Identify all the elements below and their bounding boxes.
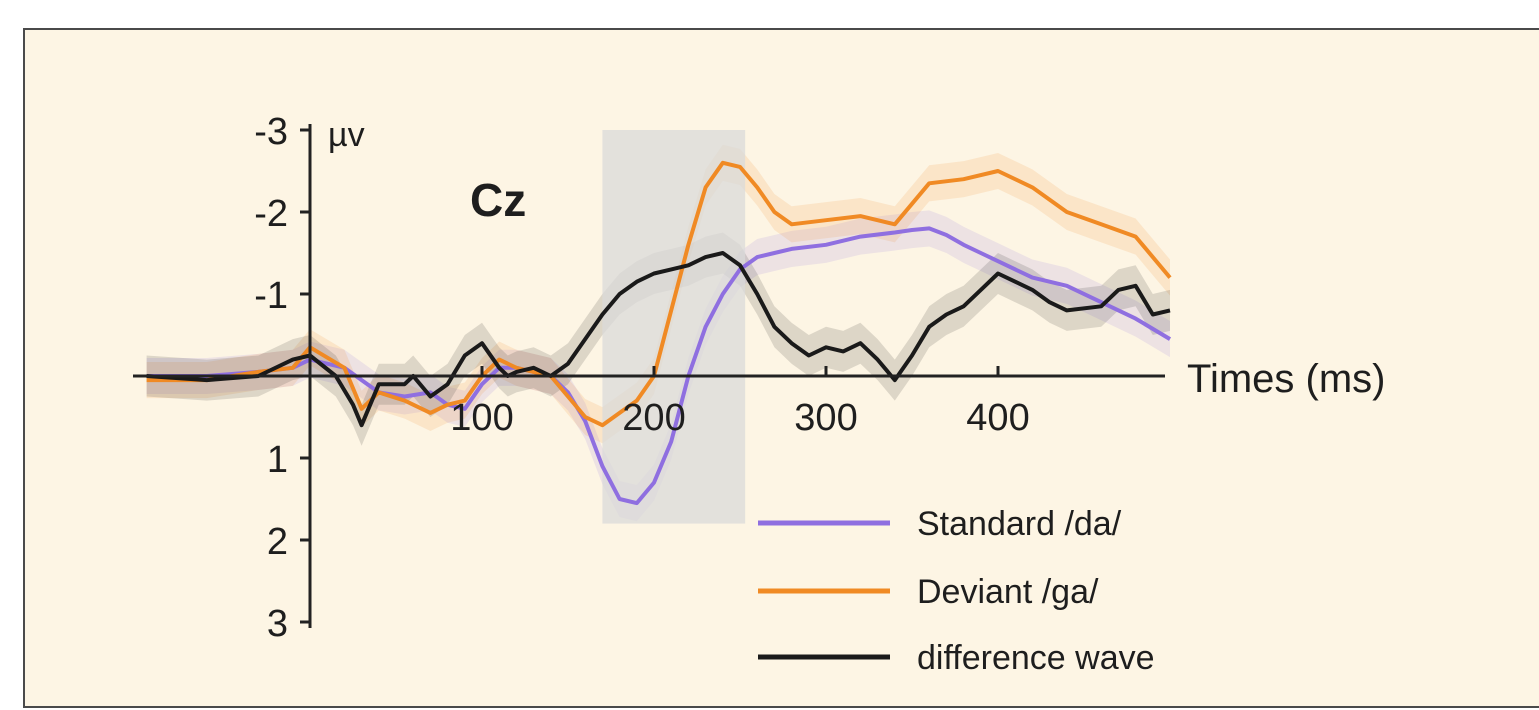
y-tick-label: 1 [267, 439, 288, 481]
x-tick-label: 400 [966, 397, 1029, 439]
y-tick-label: -3 [254, 111, 288, 153]
series-line [146, 226, 1172, 506]
shaded-time-window [602, 130, 746, 524]
confidence-band [146, 232, 1171, 446]
y-tick-label: -1 [254, 275, 288, 317]
figure-panel: -3 -2 -1 1 2 3 100 200 300 400 µv Cz Times (ms) S… [23, 28, 1539, 708]
axes: -3 -2 -1 1 2 3 100 200 300 400 [133, 111, 1165, 645]
erp-chart: -3 -2 -1 1 2 3 100 200 300 400 µv Cz Times (ms) S… [133, 111, 1385, 677]
chart-title: Cz [470, 174, 526, 226]
y-axis-label: µv [328, 116, 365, 154]
x-tick-label: 300 [794, 397, 857, 439]
series-lines [146, 160, 1172, 506]
legend-label: Deviant /ga/ [917, 573, 1099, 611]
legend: Standard /da/Deviant /ga/difference wave [758, 505, 1155, 677]
x-tick-label: 100 [450, 397, 513, 439]
legend-label: difference wave [917, 639, 1155, 677]
series-line [146, 251, 1171, 428]
series-line [146, 160, 1172, 428]
y-tick-label: 2 [267, 521, 288, 563]
legend-label: Standard /da/ [917, 505, 1122, 543]
x-tick-label: 200 [622, 397, 685, 439]
y-tick-label: -2 [254, 193, 288, 235]
x-axis-label: Times (ms) [1187, 357, 1385, 401]
y-tick-label: 3 [267, 603, 288, 645]
